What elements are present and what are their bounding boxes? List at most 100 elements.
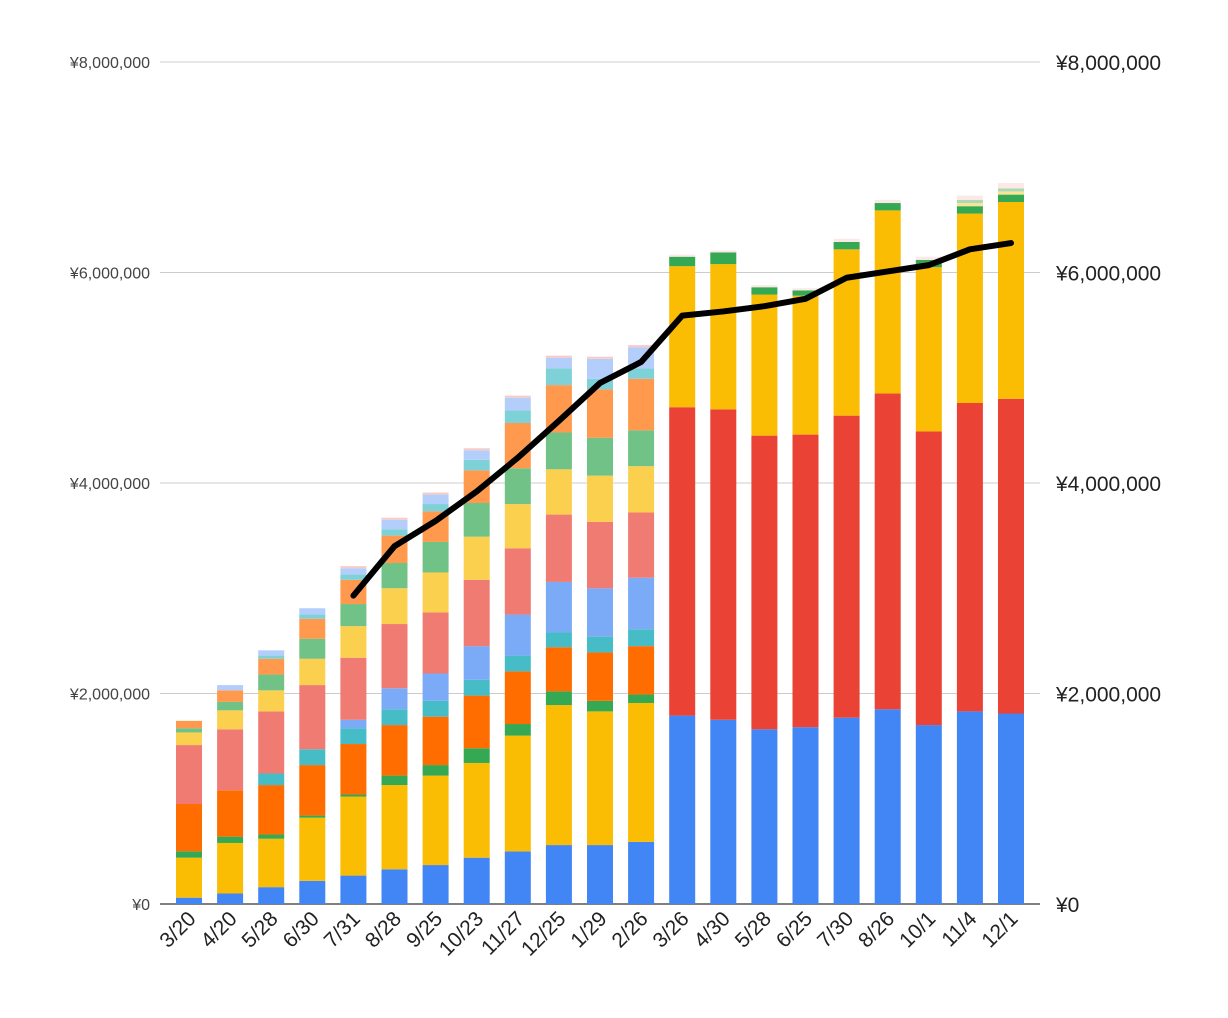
bar-segment [340, 574, 367, 580]
bars [176, 183, 1024, 904]
bar-segment [628, 577, 655, 630]
bar-segment [217, 842, 244, 894]
bar-segment [463, 450, 490, 460]
bar-segment [463, 579, 490, 647]
bar-segment [669, 266, 696, 408]
bar-segment [463, 646, 490, 680]
x-tick-label: 7/31 [320, 907, 365, 952]
bar-segment [998, 398, 1024, 714]
bar-segment [340, 566, 367, 569]
bar-segment [340, 875, 367, 904]
bar-segment [956, 199, 983, 204]
bar-segment [422, 572, 449, 613]
line-point [1010, 242, 1012, 244]
bar-segment [504, 614, 531, 656]
bar-segment [422, 612, 449, 674]
bar-segment [504, 395, 531, 398]
bar-segment [381, 709, 408, 726]
bar-segment [587, 358, 613, 379]
bar-segment [587, 389, 613, 438]
bar-segment [833, 717, 860, 904]
bar-segment [258, 887, 285, 904]
bar-segment [340, 794, 367, 797]
line-point [681, 315, 683, 317]
y-tick-label-right: ¥4,000,000 [1055, 473, 1161, 496]
bar-segment [669, 715, 696, 904]
bar-segment [587, 521, 613, 589]
bar-segment [258, 773, 285, 786]
bar-segment [504, 504, 531, 549]
bar-segment [504, 735, 531, 852]
bar-segment [381, 775, 408, 786]
bar-segment [258, 674, 285, 691]
bar-segment [874, 203, 901, 211]
bar-segment [299, 765, 326, 816]
bar-segment [751, 285, 778, 288]
bar-segment [340, 604, 367, 627]
bar-segment [463, 536, 490, 580]
bar-segment [792, 434, 819, 728]
bar-segment [422, 716, 449, 766]
x-tick-label: 12/25 [517, 907, 570, 960]
bar-segment [628, 694, 655, 703]
bar-segment [504, 724, 531, 736]
bar-segment [463, 502, 490, 537]
bar-segment [340, 796, 367, 876]
bar-segment [792, 727, 819, 904]
x-tick-label: 5/28 [238, 907, 283, 952]
bar-segment [874, 210, 901, 394]
bar-segment [422, 775, 449, 866]
bar-segment [915, 256, 942, 260]
line-series [350, 240, 1014, 599]
bar-segment [381, 562, 408, 589]
bar-segment [628, 430, 655, 467]
line-point [599, 382, 601, 384]
bar-segment [669, 256, 696, 267]
bar-segment [176, 732, 202, 746]
x-tick-label: 12/1 [977, 907, 1022, 952]
bar-segment [998, 191, 1024, 195]
y-tick-label-right: ¥8,000,000 [1055, 52, 1161, 75]
bar-segment [998, 713, 1024, 904]
bar-segment [176, 897, 202, 904]
y-tick-label-left: ¥2,000,000 [69, 687, 150, 704]
bar-segment [217, 790, 244, 837]
bar-segment [628, 368, 655, 379]
bar-segment [751, 294, 778, 436]
bar-segment [915, 725, 942, 904]
bar-segment [874, 199, 901, 204]
bar-segment [422, 865, 449, 904]
bar-segment [381, 869, 408, 904]
bar-segment [710, 409, 737, 720]
x-tick-label: 6/25 [772, 907, 817, 952]
bar-segment [587, 636, 613, 653]
bar-segment [217, 690, 244, 702]
bar-segment [998, 183, 1024, 189]
bar-segment [956, 213, 983, 404]
bar-segment [299, 815, 326, 818]
bar-segment [628, 646, 655, 695]
bar-segment [792, 295, 819, 435]
bar-segment [422, 765, 449, 776]
x-tick-label: 3/26 [649, 907, 694, 952]
bar-segment [299, 749, 326, 766]
bar-segment [628, 702, 655, 842]
y-tick-label-left: ¥6,000,000 [69, 266, 150, 283]
bar-segment [463, 679, 490, 696]
bar-segment [998, 194, 1024, 202]
bar-segment [463, 857, 490, 904]
bar-segment [751, 729, 778, 904]
line-point [558, 420, 560, 422]
bar-segment [299, 658, 326, 686]
bar-segment [669, 407, 696, 716]
bar-segment [504, 410, 531, 424]
bar-segment [340, 719, 367, 729]
y-tick-label-right: ¥2,000,000 [1055, 684, 1161, 707]
bar-segment [956, 403, 983, 712]
bar-segment [258, 838, 285, 888]
x-tick-label: 4/20 [196, 907, 241, 952]
bar-segment [545, 357, 572, 369]
bar-segment [587, 700, 613, 712]
bar-segment [545, 514, 572, 582]
